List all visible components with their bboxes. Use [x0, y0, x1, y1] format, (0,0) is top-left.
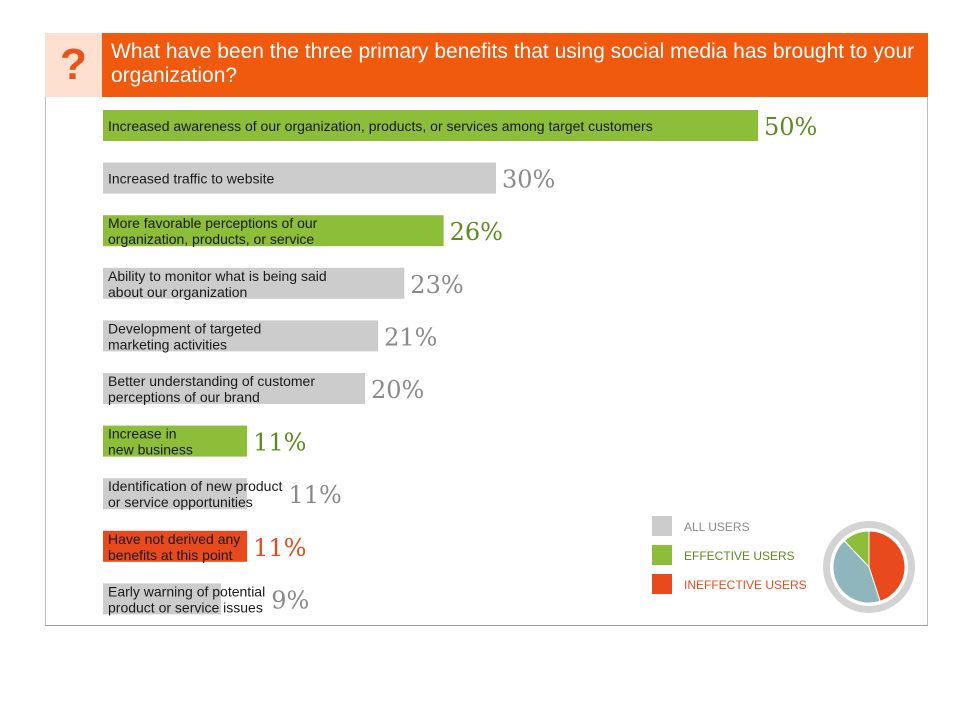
value-label: 11%	[253, 534, 306, 562]
bar-label: perceptions of our brand	[108, 389, 260, 405]
legend-swatch	[652, 545, 672, 565]
question-mark-box: ?	[45, 33, 102, 97]
legend: ALL USERS EFFECTIVE USERS INEFFECTIVE USER…	[652, 516, 915, 613]
legend-swatch	[652, 574, 672, 594]
value-label: 23%	[410, 271, 463, 299]
bar-label: Better understanding of customer	[108, 373, 315, 389]
value-label: 21%	[384, 323, 437, 351]
value-label: 30%	[502, 166, 555, 194]
bar	[103, 583, 221, 615]
bar-label: More favorable perceptions of our	[108, 215, 318, 231]
legend-label: EFFECTIVE USERS	[684, 549, 795, 563]
bar-label: Ability to monitor what is being said	[108, 268, 327, 284]
bar-label: benefits at this point	[108, 547, 233, 563]
value-label: 20%	[371, 376, 424, 404]
bar-label: or service opportunities	[108, 494, 253, 510]
value-label: 11%	[253, 429, 306, 457]
bar	[103, 267, 405, 299]
bar-label: product or service issues	[108, 599, 263, 615]
value-label: 50%	[764, 113, 817, 141]
bar-label: about our organization	[108, 284, 247, 300]
bar	[103, 110, 758, 141]
bar	[103, 373, 365, 404]
legend-swatch	[652, 516, 672, 536]
bar	[103, 425, 248, 457]
pie-slice	[843, 530, 870, 569]
bar	[103, 478, 248, 510]
bar	[103, 162, 496, 194]
value-label: 26%	[450, 218, 503, 246]
bar-label: Increased traffic to website	[108, 171, 274, 187]
legend-label: ALL USERS	[684, 520, 750, 534]
chart-frame	[45, 33, 928, 626]
bar-label: Increase in	[108, 426, 176, 442]
question-mark-icon: ?	[60, 40, 87, 89]
pie-slice	[832, 540, 881, 604]
bar-label: marketing activities	[108, 336, 227, 352]
value-label: 11%	[288, 481, 341, 509]
bar-label: new business	[108, 442, 193, 458]
bar-label: Early warning of potential	[108, 583, 265, 599]
bar-label: Increased awareness of our organization,…	[108, 118, 653, 134]
bars-layer: Increased awareness of our organization,…	[103, 110, 817, 615]
legend-label: INEFFECTIVE USERS	[684, 578, 807, 592]
question-header: What have been the three primary benefit…	[102, 33, 928, 97]
bar	[103, 320, 379, 352]
value-label: 9%	[271, 586, 309, 614]
bar-label: Have not derived any	[108, 531, 240, 547]
bar-label: Identification of new product	[108, 478, 282, 494]
bar-label: Development of targeted	[108, 320, 261, 336]
pie-slice	[868, 530, 906, 602]
question-title: What have been the three primary benefit…	[111, 40, 915, 87]
bar	[103, 215, 444, 247]
bar	[103, 530, 248, 562]
bar-label: organization, products, or service	[108, 231, 314, 247]
